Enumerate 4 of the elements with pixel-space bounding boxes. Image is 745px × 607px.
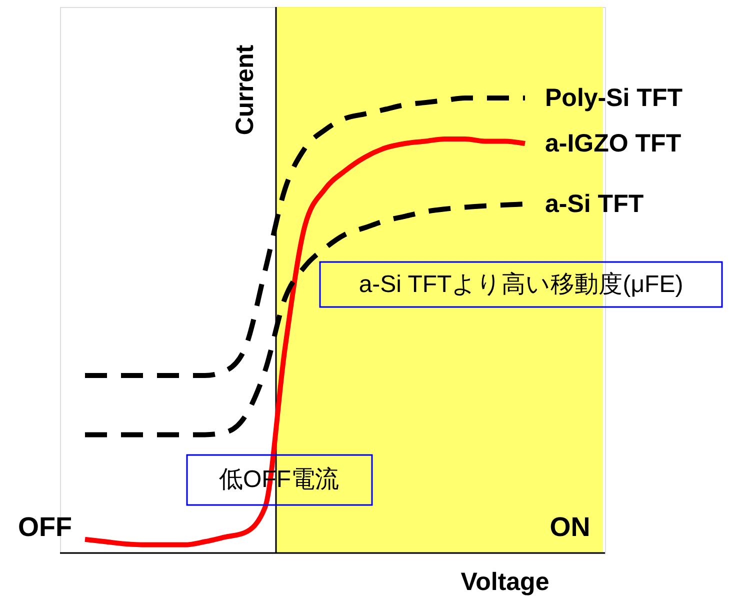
annotation: OFF [18,512,72,542]
annotation: ON [550,512,590,542]
x-axis-title: Voltage [460,568,550,596]
y-axis-title: Current [231,44,259,136]
